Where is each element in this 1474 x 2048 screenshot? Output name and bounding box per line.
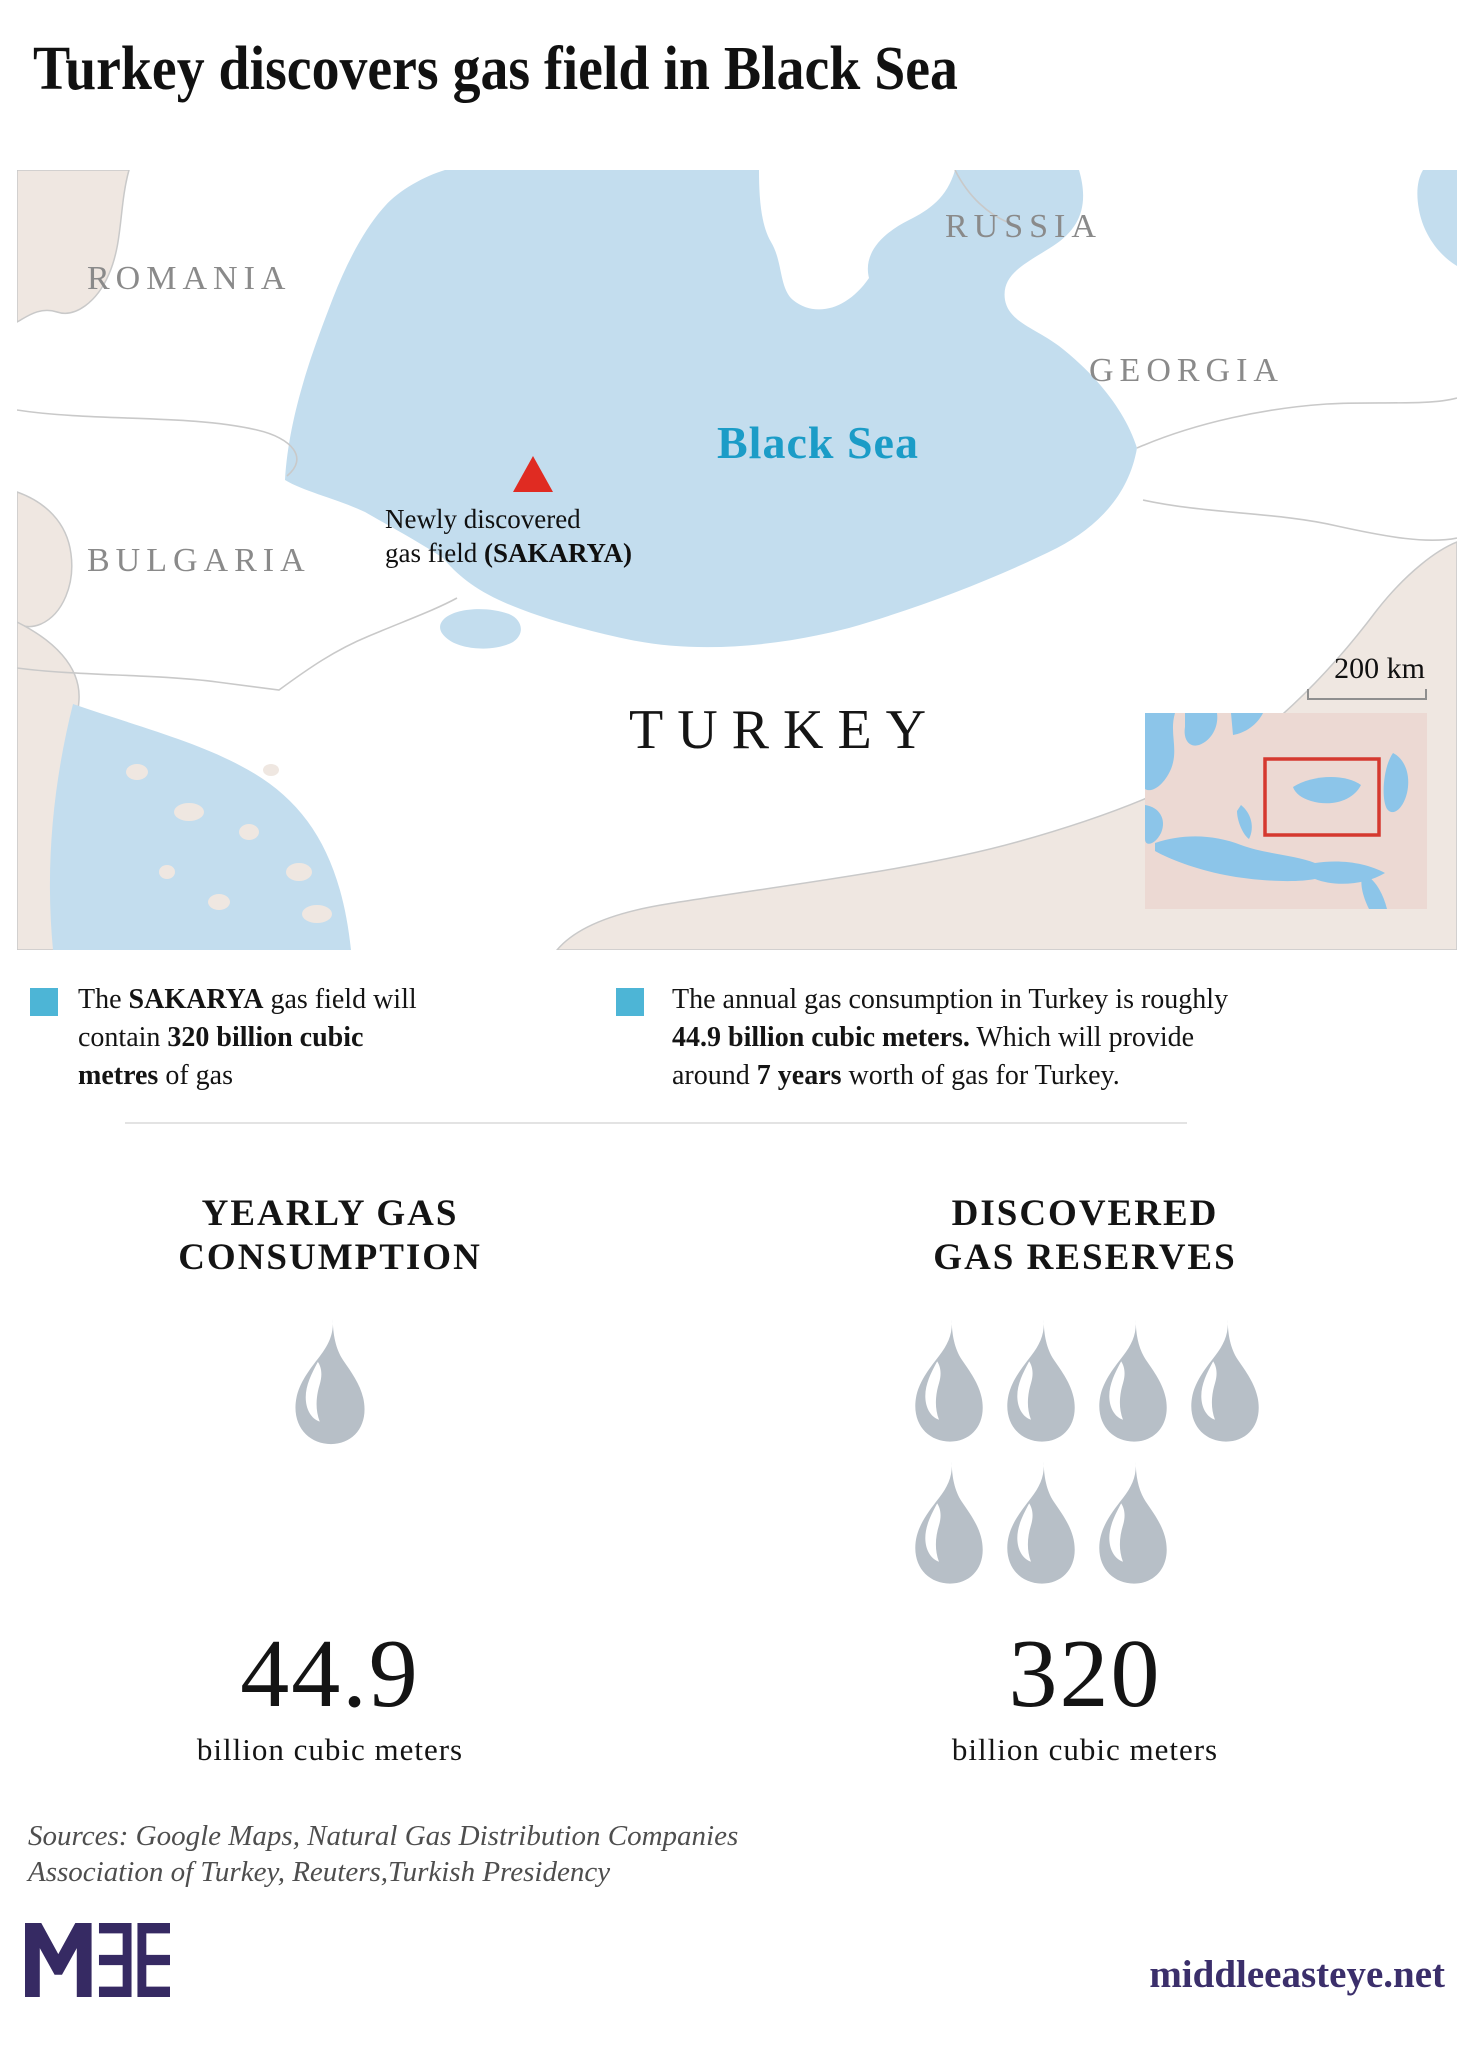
flame-pictogram-consumption xyxy=(40,1316,620,1448)
map-base-art xyxy=(17,170,1457,950)
scale-label: 200 km xyxy=(1334,652,1425,685)
bullet-icon-right xyxy=(616,988,644,1016)
bullet-icon-left xyxy=(30,988,58,1016)
country-borders xyxy=(17,170,1457,691)
flame-icon xyxy=(1184,1316,1266,1446)
flame-icon xyxy=(1092,1316,1174,1446)
aegean-islands xyxy=(126,764,332,923)
label-black-sea: Black Sea xyxy=(717,417,919,468)
inset-highlight-rect xyxy=(1263,757,1381,837)
flame-icon xyxy=(1092,1458,1174,1588)
bullet-text-left: The SAKARYA gas field will contain 320 bi… xyxy=(78,984,417,1091)
website-url: middleeasteye.net xyxy=(1149,1953,1445,1996)
bullet-text-right: The annual gas consumption in Turkey is … xyxy=(672,984,1229,1091)
label-russia: RUSSIA xyxy=(945,208,1102,245)
land-topleft xyxy=(17,170,130,323)
label-turkey: TURKEY xyxy=(629,699,941,761)
stat-value-consumption: 44.9 xyxy=(240,1620,420,1728)
aegean-shape xyxy=(49,704,351,950)
marker-line1: Newly discovered xyxy=(385,504,581,534)
black-sea-map: ROMANIA BULGARIA RUSSIA GEORGIA Black Se… xyxy=(17,170,1457,950)
stat-heading-line: DISCOVERED xyxy=(951,1193,1219,1234)
stat-heading-reserves: DISCOVERED GAS RESERVES xyxy=(790,1192,1380,1280)
label-romania: ROMANIA xyxy=(87,260,292,297)
gas-field-marker-icon xyxy=(513,456,553,492)
sources-line1: Sources: Google Maps, Natural Gas Distri… xyxy=(28,1820,739,1852)
stat-unit-reserves: billion cubic meters xyxy=(951,1732,1219,1767)
label-georgia: GEORGIA xyxy=(1089,352,1284,389)
stat-heading-line: CONSUMPTION xyxy=(178,1237,482,1278)
scale-bar xyxy=(1307,689,1427,700)
section-divider xyxy=(125,1122,1187,1124)
sources-text: Sources: Google Maps, Natural Gas Distri… xyxy=(28,1818,738,1890)
flame-icon xyxy=(908,1458,990,1588)
inset-locator-map xyxy=(1145,713,1427,909)
inset-seas xyxy=(1145,713,1409,909)
flame-icon xyxy=(1000,1316,1082,1446)
corner-sea xyxy=(1417,170,1457,266)
marker-line2: gas field (SAKARYA) xyxy=(385,538,633,568)
sources-line2: Association of Turkey, Reuters,Turkish P… xyxy=(28,1856,611,1888)
flame-icon xyxy=(288,1316,372,1448)
stat-heading-line: GAS RESERVES xyxy=(933,1237,1237,1278)
stat-unit-consumption: billion cubic meters xyxy=(196,1732,464,1767)
gas-field-marker-label: Newly discovered gas field (SAKARYA) xyxy=(385,502,632,570)
land-leftmid xyxy=(17,491,73,628)
mee-logo xyxy=(25,1923,170,1997)
flame-icon xyxy=(908,1316,990,1446)
crimea-shape xyxy=(759,170,955,310)
flame-icon xyxy=(1000,1458,1082,1588)
stat-heading-consumption: YEARLY GAS CONSUMPTION xyxy=(40,1192,620,1280)
stat-heading-line: YEARLY GAS xyxy=(201,1193,459,1234)
stat-value-reserves: 320 xyxy=(1008,1620,1162,1728)
flame-pictogram-reserves xyxy=(908,1316,1280,1588)
page-title: Turkey discovers gas field in Black Sea xyxy=(33,35,958,103)
marmara-shape xyxy=(440,609,521,649)
label-bulgaria: BULGARIA xyxy=(87,542,311,579)
black-sea-shape xyxy=(285,170,1137,648)
